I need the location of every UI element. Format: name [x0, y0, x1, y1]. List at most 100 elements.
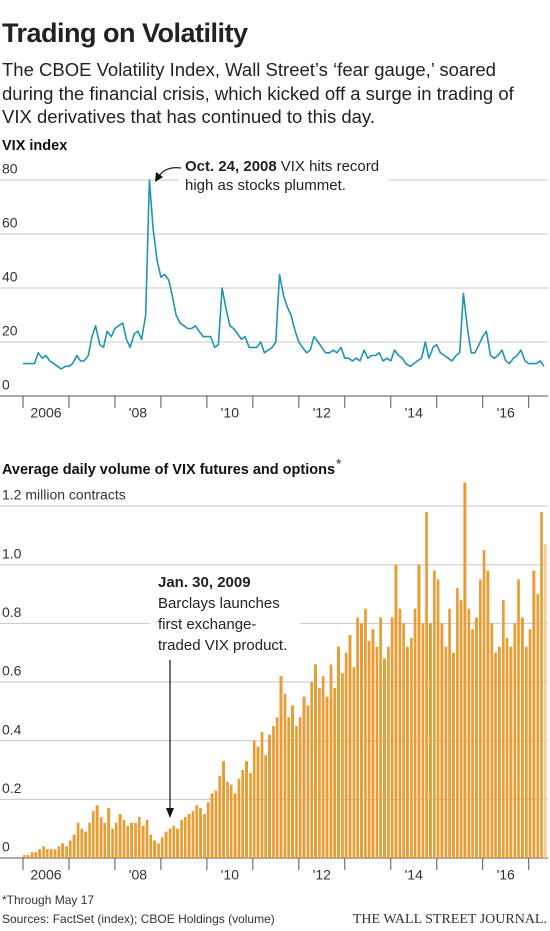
annotation-arrow: [158, 167, 182, 177]
volume-bar: [233, 793, 237, 858]
volume-bar: [520, 617, 524, 858]
title-note: *: [336, 456, 342, 472]
credit: THE WALL STREET JOURNAL.: [353, 912, 547, 927]
volume-bar: [359, 623, 363, 858]
volume-bar: [302, 696, 306, 858]
volume-bar: [517, 579, 520, 858]
annotation-text: high as stocks plummet.: [185, 177, 346, 194]
volume-bar: [356, 617, 359, 858]
volume-bar: [344, 652, 348, 858]
volume-bar: [88, 822, 91, 858]
volume-bar: [490, 623, 494, 858]
volume-bar: [275, 717, 279, 858]
volume-bar: [318, 687, 321, 858]
page-subtitle: The CBOE Volatility Index, Wall Street’s…: [2, 59, 514, 127]
volume-bar: [474, 617, 478, 858]
volume-bar: [245, 761, 249, 858]
chart-title: VIX index: [2, 138, 67, 154]
volume-bar: [467, 608, 471, 858]
volume-bar: [95, 805, 99, 858]
annotation-text: VIX hits record: [281, 158, 379, 175]
volume-bar: [444, 646, 448, 858]
volume-bar: [268, 734, 272, 858]
volume-bar: [180, 819, 183, 858]
volume-bar: [160, 837, 164, 858]
volume-bar: [23, 855, 26, 858]
volume-bar: [114, 822, 118, 858]
volume-bar: [252, 740, 256, 858]
volume-bar: [536, 594, 540, 858]
volume-bar: [348, 635, 352, 858]
x-tick-label: '16: [497, 405, 515, 421]
volume-bar: [413, 608, 417, 858]
volume-bar: [486, 570, 490, 858]
volume-bar: [471, 629, 474, 858]
volume-bar: [222, 761, 226, 858]
page-title: Trading on Volatility: [2, 18, 248, 48]
y-tick-label: 1.2 million contracts: [2, 487, 126, 503]
volume-bar: [272, 726, 275, 858]
volume-bar: [352, 667, 356, 858]
volume-bar: [168, 828, 172, 858]
volume-bar: [333, 687, 336, 858]
volume-bar: [287, 717, 290, 858]
volume-bar: [145, 819, 149, 858]
x-tick-label: '14: [405, 867, 423, 883]
volume-bar: [364, 608, 367, 858]
sources: Sources: FactSet (index); CBOE Holdings …: [2, 912, 275, 926]
x-tick-label: '12: [313, 405, 331, 421]
volume-bar: [226, 781, 229, 858]
volume-bar: [479, 579, 482, 858]
volume-bar: [310, 682, 313, 858]
volume-bar: [118, 814, 122, 858]
annotation-title: Jan. 30, 2009: [158, 574, 251, 591]
y-tick-label: 40: [2, 269, 18, 285]
x-tick-label: '14: [405, 405, 423, 421]
volume-bar: [417, 564, 421, 858]
volume-bar: [513, 623, 517, 858]
volume-bar: [505, 638, 509, 858]
volume-bar: [49, 849, 53, 858]
volume-bar: [502, 599, 505, 858]
volume-bar: [456, 588, 459, 858]
volume-bar: [375, 646, 379, 858]
volume-bar: [172, 825, 176, 858]
volume-bar: [321, 676, 325, 858]
volume-bar: [111, 828, 114, 858]
volume-bar: [30, 852, 34, 858]
volume-bar: [149, 834, 153, 858]
volume-bar: [459, 599, 463, 858]
volume-bar: [283, 693, 287, 858]
volume-bar: [306, 705, 310, 858]
volume-bar: [72, 834, 76, 858]
volume-bar: [494, 652, 497, 858]
x-tick-label: '10: [221, 867, 239, 883]
annotation-title: Oct. 24, 2008: [185, 158, 277, 175]
volume-bar: [314, 664, 317, 858]
volume-bar: [440, 623, 444, 858]
volume-bar: [61, 843, 65, 858]
volume-bar: [509, 646, 513, 858]
volume-bar: [528, 629, 532, 858]
volume-bar: [183, 816, 187, 858]
x-tick-label: 2006: [30, 405, 61, 421]
volume-bar: [229, 784, 233, 858]
annotation-arrowhead: [155, 172, 163, 182]
volume-bar: [249, 772, 252, 858]
volume-bar: [53, 849, 57, 858]
volume-bar: [394, 564, 398, 858]
volume-bar: [164, 831, 168, 858]
volume-bar: [436, 579, 440, 858]
volume-bar: [298, 717, 302, 858]
volume-bar: [103, 822, 107, 858]
volume-bar: [206, 802, 210, 858]
volume-bar: [428, 623, 432, 858]
volume-bar: [410, 638, 413, 858]
volume-bar: [451, 652, 455, 858]
y-tick-label: 0.8: [2, 604, 22, 620]
volume-bar: [387, 646, 390, 858]
volume-bar: [218, 775, 222, 858]
vix-line: [23, 179, 545, 370]
volume-bar: [379, 617, 382, 858]
